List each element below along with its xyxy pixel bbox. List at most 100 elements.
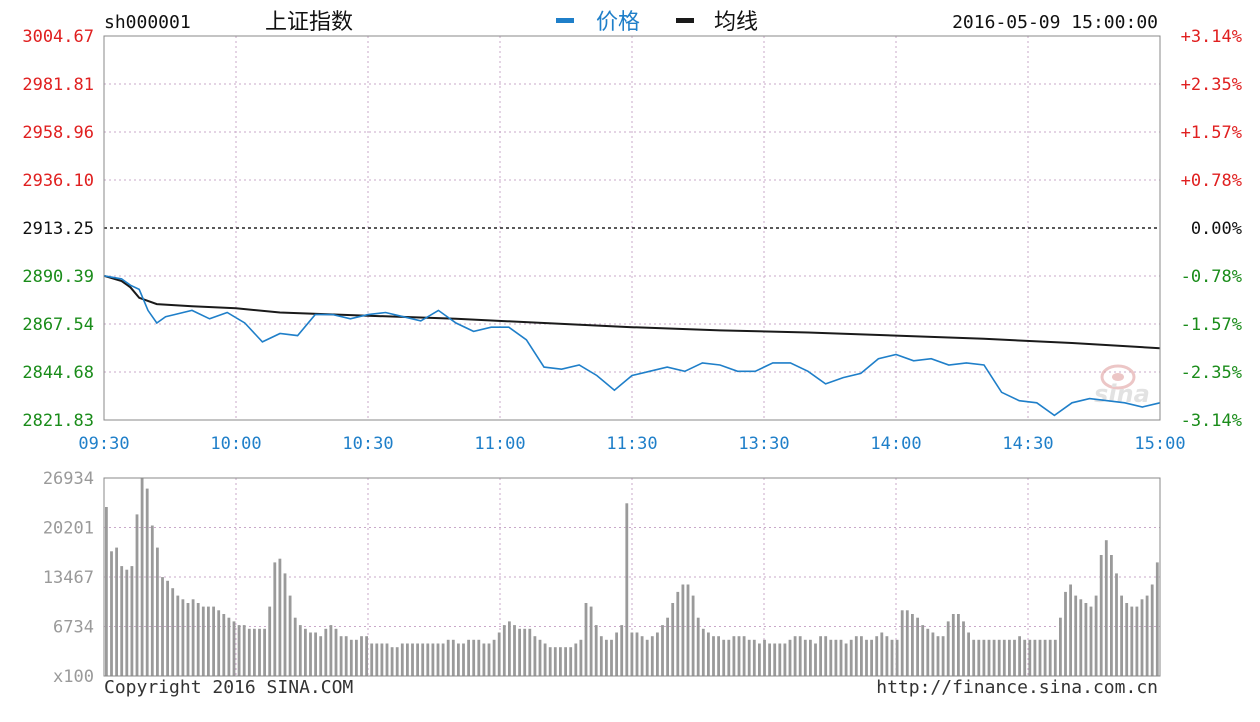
volume-bar [487, 643, 491, 676]
volume-bar [880, 632, 884, 676]
left-tick-label: 2913.25 [22, 219, 94, 239]
volume-bar [502, 625, 506, 676]
time-tick-label: 14:00 [870, 434, 921, 454]
time-tick-label: 14:30 [1002, 434, 1053, 454]
volume-bar [247, 628, 251, 676]
volume-panel-border [103, 477, 1161, 677]
volume-bar [171, 588, 175, 676]
volume-bar [482, 643, 486, 676]
volume-bar [768, 643, 771, 676]
volume-bar [819, 636, 822, 676]
volume-bar [431, 643, 435, 676]
volume-bar [885, 636, 889, 676]
volume-bar [390, 647, 394, 676]
volume-bar [752, 639, 756, 676]
volume-bar [1110, 555, 1113, 676]
volume-bar [584, 603, 588, 676]
volume-bar [1094, 595, 1098, 676]
volume-bar [926, 628, 930, 676]
volume-bar [186, 603, 190, 676]
volume-bar [1028, 639, 1032, 676]
time-tick-label: 10:00 [210, 434, 261, 454]
volume-bar [671, 603, 675, 676]
volume-bar [1120, 595, 1123, 676]
copyright: Copyright 2016 SINA.COM [104, 677, 353, 698]
right-tick-label: +3.14% [1181, 27, 1242, 47]
volume-bar [263, 628, 266, 676]
volume-axis-ticks: 26934 20201 13467 6734 x100 [43, 469, 94, 687]
volume-bar [1069, 584, 1072, 676]
volume-bar [472, 639, 476, 676]
right-tick-label: +1.57% [1181, 123, 1242, 143]
sina-watermark-logo: sina [1094, 364, 1150, 408]
left-tick-label: 2867.54 [22, 315, 94, 335]
volume-bar [145, 488, 149, 676]
volume-bar [365, 636, 368, 676]
volume-bar [635, 632, 639, 676]
volume-bar [110, 551, 113, 676]
volume-bar [1125, 603, 1129, 676]
volume-bar [1135, 606, 1139, 676]
volume-bar [615, 632, 618, 676]
volume-bar [911, 614, 914, 676]
volume-bar [120, 566, 124, 676]
volume-bar [349, 639, 353, 676]
volume-bar [1130, 606, 1134, 676]
price-panel: 3004.67 2981.81 2958.96 2936.10 2913.25 2890.… [22, 27, 1242, 454]
volume-bar [1038, 639, 1042, 676]
volume-bar [181, 599, 185, 676]
volume-bar [763, 639, 766, 676]
volume-bar [360, 636, 363, 676]
volume-bar [518, 628, 521, 676]
volume-bar [559, 647, 562, 676]
volume-bar [196, 603, 200, 676]
volume-bar [278, 558, 282, 676]
volume-bar [717, 636, 720, 676]
volume-bar [722, 639, 726, 676]
volume-bar [140, 478, 144, 676]
right-tick-label: -3.14% [1181, 411, 1242, 431]
volume-bar [528, 628, 532, 676]
volume-bar [758, 643, 761, 676]
volume-bar [941, 636, 945, 676]
volume-bar [1104, 540, 1108, 676]
volume-bar [380, 643, 384, 676]
volume-bar [543, 643, 547, 676]
volume-bar [793, 636, 797, 676]
volume-bar [298, 625, 302, 676]
volume-bar [854, 636, 858, 676]
volume-bar [656, 632, 659, 676]
volume-bar [890, 639, 894, 676]
legend-average-label: 均线 [714, 10, 758, 35]
volume-bar [1099, 555, 1103, 676]
volume-bar [115, 547, 118, 676]
volume-bar [599, 636, 603, 676]
volume-bar [860, 636, 863, 676]
volume-bar [497, 632, 501, 676]
volume-bar [1084, 603, 1088, 676]
volume-bar [217, 610, 221, 676]
left-tick-label: 2844.68 [22, 363, 94, 383]
volume-bar [1115, 573, 1118, 676]
volume-bar [676, 591, 680, 676]
right-tick-label: -1.57% [1181, 315, 1242, 335]
volume-bar [451, 639, 455, 676]
volume-bar [467, 639, 470, 676]
volume-bar [946, 621, 950, 676]
volume-bar [625, 503, 629, 676]
volume-bar [737, 636, 741, 676]
volume-bar [620, 625, 624, 676]
volume-bar [1053, 639, 1057, 676]
datetime: 2016-05-09 15:00:00 [952, 12, 1158, 33]
volume-bar [1064, 591, 1067, 676]
right-axis-ticks: +3.14% +2.35% +1.57% +0.78% 0.00% -0.78% -1.57… [1181, 27, 1242, 431]
volume-bar [441, 643, 445, 676]
volume-bar [982, 639, 986, 676]
volume-bar [661, 625, 664, 676]
volume-bar [696, 617, 700, 676]
volume-bar [457, 643, 460, 676]
volume-bar [788, 639, 792, 676]
time-tick-label: 11:00 [474, 434, 525, 454]
volume-bar [191, 599, 195, 676]
volume-bar [304, 628, 307, 676]
